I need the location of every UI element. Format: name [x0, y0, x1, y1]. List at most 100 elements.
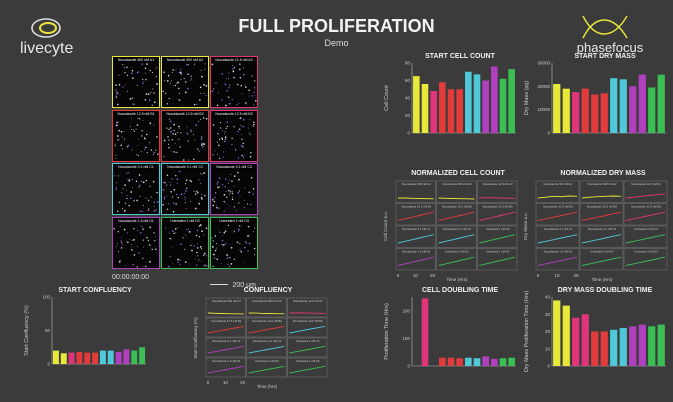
cell-dot: [183, 192, 185, 195]
well-image[interactable]: Nocodazole 12.5 nM B1: [112, 109, 160, 162]
cell-dot: [219, 121, 221, 123]
cell-dot: [152, 153, 154, 155]
cell-dot: [172, 69, 174, 71]
well-image[interactable]: Untreated 1 nM D3: [210, 216, 258, 269]
livecyte-wordmark: livecyte: [20, 40, 74, 57]
y-tick-label: 0: [407, 364, 410, 369]
x-tick-label: 10: [554, 273, 560, 278]
cell-dot: [254, 95, 256, 97]
cell-dot: [238, 190, 240, 192]
cell-dot: [225, 242, 227, 244]
cell-dot: [244, 187, 246, 189]
cell-doubling-time-chart: CELL DOUBLING TIME Proliferation Time (Hr…: [382, 285, 522, 372]
cell-dot: [203, 84, 205, 86]
cell-dot: [240, 250, 243, 253]
well-label: Nocodazole 1.6 nM D1: [113, 217, 159, 224]
cell-dot: [193, 190, 195, 192]
cell-dot: [168, 128, 170, 130]
well-image[interactable]: Nocodazole 3.1 nM C2: [161, 163, 209, 215]
cell-dot: [138, 251, 140, 254]
panel-label: Nocodazole 12.5 nM B1: [543, 205, 573, 209]
panel-label: Untreated 1 nM D3: [486, 250, 510, 254]
bar: [99, 350, 106, 364]
cell-dot: [211, 90, 214, 93]
cell-dot: [238, 127, 241, 130]
cell-dot: [236, 104, 238, 106]
cell-dot: [137, 138, 139, 140]
cell-dot: [222, 234, 224, 236]
cell-dot: [222, 129, 224, 131]
cell-dot: [115, 96, 118, 98]
panel-label: Nocodazole 3.1 nM C2: [253, 339, 282, 343]
cell-dot: [115, 94, 117, 96]
panel-frame: [246, 317, 287, 338]
cell-dot: [248, 242, 251, 244]
well-image[interactable]: Nocodazole 12.5 nM B2: [161, 109, 209, 162]
cell-scatter: [113, 224, 157, 268]
cell-dot: [200, 137, 203, 140]
bar: [84, 352, 91, 364]
well-image[interactable]: Nocodazole 3.1 nM C3: [210, 163, 258, 215]
cell-dot: [131, 186, 133, 188]
series-line: [581, 234, 622, 244]
y-tick-label: 50: [45, 328, 51, 333]
cell-dot: [242, 155, 245, 158]
y-tick-label: 0: [547, 364, 550, 369]
panel-label: Nocodazole 12.5 nM B1: [211, 319, 241, 323]
cell-dot: [244, 153, 246, 155]
cell-dot: [217, 132, 219, 134]
cell-dot: [120, 239, 122, 241]
cell-dot: [179, 259, 181, 261]
cell-dot: [218, 138, 221, 140]
cell-dot: [165, 227, 167, 228]
cell-dot: [117, 139, 119, 141]
cell-dot: [215, 82, 217, 84]
cell-dot: [201, 229, 203, 232]
well-image[interactable]: Nocodazole 500 nM A1: [112, 56, 160, 108]
series-line: [537, 256, 578, 266]
cell-dot: [122, 86, 124, 88]
cell-dot: [241, 93, 243, 95]
y-tick-label: 20: [405, 113, 411, 118]
cell-dot: [168, 146, 170, 149]
line-panels-svg: CONFLUENCY Start Confluency (%) Time (hrs)…: [193, 287, 328, 389]
cell-dot: [141, 129, 143, 132]
cell-dot: [228, 179, 230, 181]
well-image[interactable]: Nocodazole 12.5 nM B3: [210, 109, 258, 162]
cell-dot: [115, 154, 117, 156]
cell-dot: [155, 251, 157, 253]
well-image[interactable]: Nocodazole 1.6 nM D1: [112, 216, 160, 269]
cell-dot: [238, 202, 240, 204]
cell-dot: [226, 256, 229, 259]
cell-dot: [218, 177, 221, 180]
well-image[interactable]: Nocodazole 500 nM A2: [161, 56, 209, 108]
well-image[interactable]: Nocodazole 3.1 nM C1: [112, 163, 160, 215]
cell-dot: [218, 186, 220, 188]
series-line: [289, 365, 326, 374]
well-label: Nocodazole 3.1 nM C2: [162, 164, 208, 170]
cell-dot: [213, 200, 215, 203]
cell-dot: [243, 206, 245, 209]
cell-dot: [238, 228, 240, 230]
cell-dot: [145, 93, 148, 95]
well-image[interactable]: Untreated 1 nM D2: [161, 216, 209, 269]
cell-dot: [195, 234, 198, 236]
well-image[interactable]: Nocodazole 12.5 nM A3: [210, 56, 258, 108]
cell-dot: [203, 93, 205, 95]
series-line: [398, 197, 434, 200]
panel-frame: [579, 203, 624, 226]
cell-dot: [147, 93, 150, 96]
cell-dot: [118, 129, 120, 132]
cell-dot: [114, 144, 116, 146]
line-panels-svg: NORMALIZED DRY MASS Dry Mass a.u. Time (Hr…: [523, 170, 668, 282]
bar: [562, 88, 570, 133]
panel-label: Nocodazole 1.6 nM D1: [544, 250, 573, 254]
cell-dot: [231, 198, 234, 201]
cell-dot: [122, 64, 124, 66]
cell-dot: [155, 75, 158, 78]
cell-dot: [154, 209, 156, 211]
y-axis-label: Start Confluency (%): [24, 305, 30, 356]
cell-dot: [178, 125, 180, 127]
cell-dot: [174, 84, 177, 87]
cell-dot: [228, 193, 230, 195]
